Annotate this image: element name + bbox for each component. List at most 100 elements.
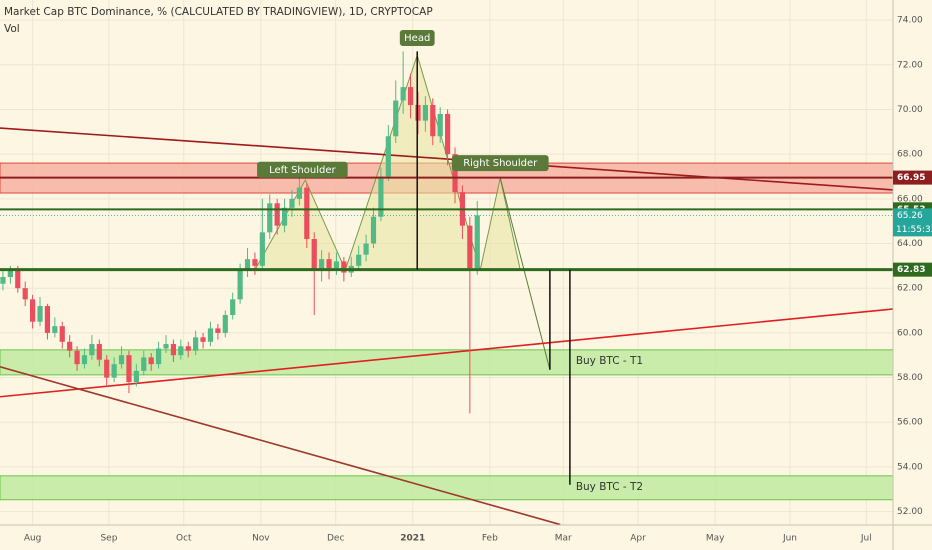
candle-body xyxy=(7,270,13,278)
annotation-label: Buy BTC - T1 xyxy=(576,355,643,367)
annotation-label: Left Shoulder xyxy=(269,165,336,176)
candle-body xyxy=(67,341,73,351)
candle-body xyxy=(296,187,302,199)
candle-body xyxy=(356,254,362,266)
candle-body xyxy=(185,346,191,351)
x-tick-label: May xyxy=(706,534,725,544)
candle-body xyxy=(385,136,391,177)
x-tick-label: Apr xyxy=(630,534,646,544)
candle-body xyxy=(445,113,451,155)
candle-body xyxy=(281,207,288,226)
x-tick-label: Jun xyxy=(782,534,797,544)
candle-body xyxy=(252,259,258,266)
candle-body xyxy=(126,355,132,383)
candle-body xyxy=(237,270,243,300)
candle-body xyxy=(341,261,347,273)
y-tick-label: 68.00 xyxy=(897,150,923,160)
candle-body xyxy=(452,154,458,193)
candle-body xyxy=(15,270,21,289)
candle-body xyxy=(37,306,43,322)
candle-body xyxy=(333,261,340,269)
candle-body xyxy=(230,299,236,315)
annotation-label: Right Shoulder xyxy=(463,158,538,169)
annotation-box xyxy=(257,161,348,178)
candle-body xyxy=(289,198,295,208)
plot-area: Head Left Shoulder Right Shoulder Buy BTC -… xyxy=(0,0,894,526)
candle-body xyxy=(89,344,95,356)
y-tick-label: 74.00 xyxy=(897,16,923,26)
chart-title: Market Cap BTC Dominance, % (CALCULATED … xyxy=(4,6,433,18)
annotation-label: Head xyxy=(404,33,430,44)
trend-line xyxy=(0,127,894,191)
candle-body xyxy=(222,315,228,333)
candle-body xyxy=(74,350,80,365)
candle-body xyxy=(267,203,273,233)
y-tick-label: 72.00 xyxy=(897,60,923,70)
x-tick-label: 2021 xyxy=(400,534,425,544)
candle-body xyxy=(244,259,251,271)
y-tick-label: 70.00 xyxy=(897,105,923,115)
y-tick-label: 64.00 xyxy=(897,239,923,249)
x-tick-label: Sep xyxy=(100,534,117,544)
candle-body xyxy=(304,187,310,240)
x-tick-label: Feb xyxy=(482,534,498,544)
candle-body xyxy=(274,203,280,226)
last-price-badge xyxy=(893,208,932,237)
candle-body xyxy=(22,288,28,300)
candle-body xyxy=(163,344,169,349)
candle-body xyxy=(319,259,325,271)
price-badge-label: 66.95 xyxy=(897,173,925,183)
annotation-box xyxy=(399,29,435,46)
trend-line xyxy=(0,308,894,398)
candle-body xyxy=(81,355,88,365)
candle-body xyxy=(407,87,414,105)
x-tick-label: Jul xyxy=(860,534,872,544)
x-tick-label: Nov xyxy=(252,534,270,544)
candle-body xyxy=(52,326,58,333)
candle-body xyxy=(200,337,206,342)
candle-body xyxy=(378,176,384,217)
candle-body xyxy=(193,337,199,351)
candle-body xyxy=(474,215,480,269)
candle-body xyxy=(430,105,436,137)
candle-body xyxy=(215,328,221,333)
annotation-label: Buy BTC - T2 xyxy=(576,481,643,493)
candle-body xyxy=(178,346,184,356)
countdown-label: 11:55:33 xyxy=(896,225,932,235)
annotation-box xyxy=(451,155,549,172)
x-tick-label: Dec xyxy=(327,534,344,544)
volume-label: Vol xyxy=(4,23,20,35)
x-tick-label: Mar xyxy=(555,534,572,544)
candle-body xyxy=(259,232,265,266)
price-badge xyxy=(893,262,932,277)
last-price-label: 65.26 xyxy=(897,211,923,221)
candle-body xyxy=(326,259,332,269)
candle-body xyxy=(370,216,377,244)
candle-body xyxy=(133,370,139,383)
candle-body xyxy=(311,239,317,271)
candle-body xyxy=(400,87,406,101)
candle-body xyxy=(111,364,117,378)
candle-body xyxy=(170,344,177,356)
candle-body xyxy=(207,328,214,342)
y-tick-label: 62.00 xyxy=(897,284,923,294)
candle-body xyxy=(118,355,125,365)
x-tick-label: Oct xyxy=(176,534,192,544)
zone xyxy=(0,475,894,501)
candle-body xyxy=(422,105,428,121)
y-tick-label: 52.00 xyxy=(897,507,923,517)
y-tick-label: 60.00 xyxy=(897,328,923,338)
candle-body xyxy=(0,277,6,284)
price-badge xyxy=(893,170,932,185)
candle-body xyxy=(467,225,473,269)
y-tick-label: 66.00 xyxy=(897,194,923,204)
candle-body xyxy=(155,348,162,365)
y-tick-label: 58.00 xyxy=(897,373,923,383)
candle-body xyxy=(44,306,51,333)
price-badge-label: 62.83 xyxy=(897,265,925,275)
candle-body xyxy=(148,357,154,365)
y-tick-label: 56.00 xyxy=(897,418,923,428)
candle-body xyxy=(141,357,147,371)
candle-body xyxy=(30,299,36,322)
